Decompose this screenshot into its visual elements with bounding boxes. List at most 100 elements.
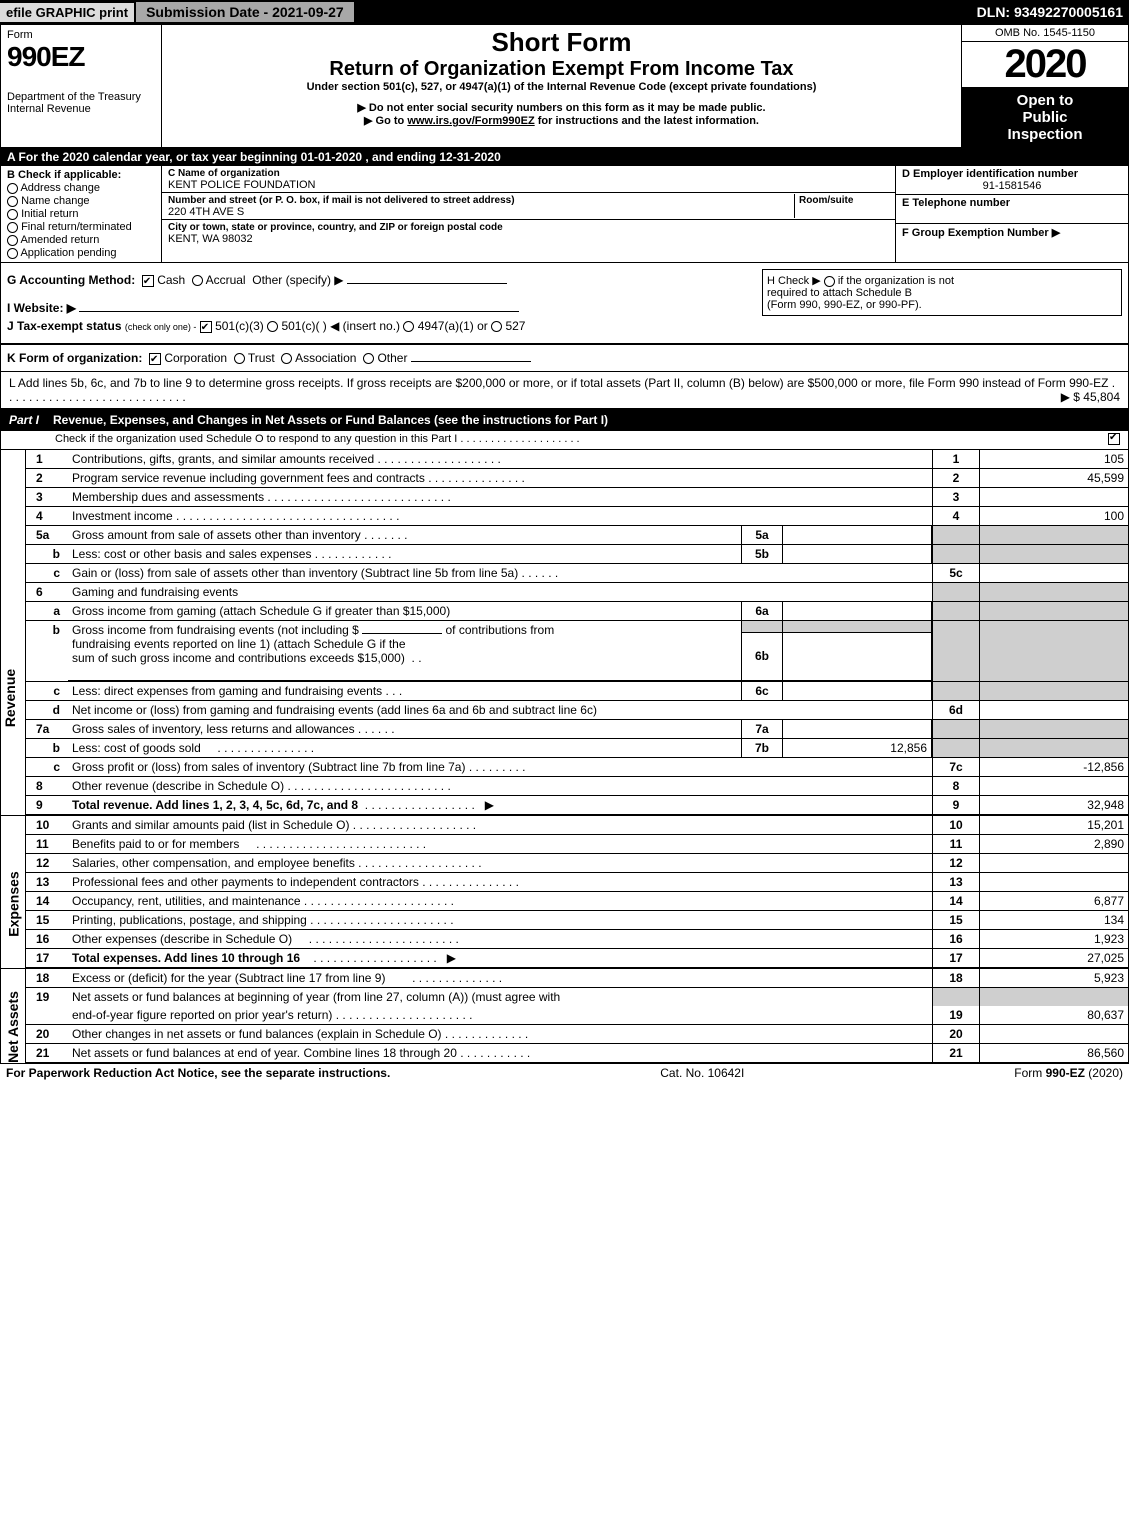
line21-value: 86,560: [980, 1044, 1129, 1063]
goto-link[interactable]: www.irs.gov/Form990EZ: [407, 115, 534, 127]
line18-rnum: 18: [933, 969, 980, 988]
line3-value: [980, 488, 1129, 507]
part-i-num: Part I: [9, 413, 53, 427]
line7a-desc: Gross sales of inventory, less returns a…: [72, 722, 355, 736]
501c3-label: 501(c)(3): [215, 319, 264, 333]
website-line[interactable]: [79, 311, 519, 312]
line8-value: [980, 777, 1129, 796]
line1-desc: Contributions, gifts, grants, and simila…: [72, 452, 374, 466]
section-d-label: D Employer identification number: [902, 168, 1078, 180]
section-h-check[interactable]: [824, 276, 835, 287]
line2-num: 2: [26, 469, 68, 488]
room-label: Room/suite: [799, 195, 853, 206]
line1-value: 105: [980, 450, 1129, 469]
line6d-desc: Net income or (loss) from gaming and fun…: [72, 703, 597, 717]
efile-label[interactable]: efile GRAPHIC print: [0, 3, 134, 22]
top-bar: efile GRAPHIC print Submission Date - 20…: [0, 0, 1129, 24]
line19-rnum: 19: [933, 1006, 980, 1025]
line17-desc: Total expenses. Add lines 10 through 16: [72, 951, 300, 965]
527-label: 527: [505, 319, 525, 333]
line12-rnum: 12: [933, 854, 980, 873]
line14-num: 14: [26, 892, 68, 911]
part-i-sub: Check if the organization used Schedule …: [55, 433, 457, 445]
line17-rnum: 17: [933, 949, 980, 968]
section-f-label: F Group Exemption Number ▶: [902, 227, 1060, 239]
line7c-desc: Gross profit or (loss) from sales of inv…: [72, 760, 465, 774]
final-return-check[interactable]: [7, 222, 18, 233]
line17-num: 17: [26, 949, 68, 968]
line2-value: 45,599: [980, 469, 1129, 488]
amended-return-check[interactable]: [7, 235, 18, 246]
line4-num: 4: [26, 507, 68, 526]
line4-desc: Investment income: [72, 509, 173, 523]
501c3-check[interactable]: [200, 321, 212, 333]
part-i-schedule-o-check[interactable]: [1108, 433, 1120, 445]
line5a-num: 5a: [26, 526, 68, 545]
line13-value: [980, 873, 1129, 892]
line6d-num: d: [26, 701, 68, 720]
line20-value: [980, 1025, 1129, 1044]
other-specify-line[interactable]: [347, 283, 507, 284]
address-change-check[interactable]: [7, 183, 18, 194]
section-h-post2: required to attach Schedule B: [767, 287, 912, 299]
name-change-label: Name change: [21, 195, 90, 207]
cash-check[interactable]: [142, 275, 154, 287]
street-label: Number and street (or P. O. box, if mail…: [168, 195, 515, 206]
name-change-check[interactable]: [7, 196, 18, 207]
line7b-desc: Less: cost of goods sold: [72, 741, 201, 755]
corp-check[interactable]: [149, 353, 161, 365]
initial-return-label: Initial return: [21, 208, 78, 220]
line18-value: 5,923: [980, 969, 1129, 988]
line7a-num: 7a: [26, 720, 68, 739]
application-pending-check[interactable]: [7, 248, 18, 259]
line20-num: 20: [26, 1025, 68, 1044]
line13-desc: Professional fees and other payments to …: [72, 875, 419, 889]
line9-value: 32,948: [980, 796, 1129, 815]
line10-rnum: 10: [933, 816, 980, 835]
line9-desc: Total revenue. Add lines 1, 2, 3, 4, 5c,…: [72, 798, 358, 812]
section-j-label: J Tax-exempt status: [7, 319, 122, 333]
line7c-num: c: [26, 758, 68, 777]
line14-rnum: 14: [933, 892, 980, 911]
initial-return-check[interactable]: [7, 209, 18, 220]
accrual-check[interactable]: [192, 275, 203, 286]
line17-value: 27,025: [980, 949, 1129, 968]
line6b-desc1: Gross income from fundraising events (no…: [72, 623, 359, 637]
501c-check[interactable]: [267, 321, 278, 332]
under-section: Under section 501(c), 527, or 4947(a)(1)…: [172, 81, 951, 93]
line5b-midnum: 5b: [742, 545, 783, 563]
trust-label: Trust: [248, 351, 275, 365]
line5b-desc: Less: cost or other basis and sales expe…: [72, 547, 311, 561]
line7a-midnum: 7a: [742, 720, 783, 738]
line7a-midval: [783, 720, 932, 738]
line4-value: 100: [980, 507, 1129, 526]
line18-num: 18: [26, 969, 68, 988]
goto-pre: ▶ Go to: [364, 115, 407, 127]
line21-rnum: 21: [933, 1044, 980, 1063]
section-j-sub: (check only one) -: [125, 322, 197, 332]
4947-check[interactable]: [403, 321, 414, 332]
line7c-value: -12,856: [980, 758, 1129, 777]
line6b-midnum: 6b: [742, 632, 783, 680]
other-org-label: Other: [377, 351, 407, 365]
line6b-amount-line[interactable]: [362, 633, 442, 634]
527-check[interactable]: [491, 321, 502, 332]
line15-rnum: 15: [933, 911, 980, 930]
line6b-num: b: [26, 621, 68, 682]
trust-check[interactable]: [234, 353, 245, 364]
line9-rnum: 9: [933, 796, 980, 815]
line21-num: 21: [26, 1044, 68, 1063]
amended-return-label: Amended return: [20, 234, 99, 246]
section-e-label: E Telephone number: [902, 197, 1010, 209]
footer-right-form: 990-EZ: [1046, 1066, 1085, 1080]
line10-value: 15,201: [980, 816, 1129, 835]
line1-num: 1: [26, 450, 68, 469]
assoc-check[interactable]: [281, 353, 292, 364]
line14-value: 6,877: [980, 892, 1129, 911]
line20-desc: Other changes in net assets or fund bala…: [72, 1027, 442, 1041]
other-org-line[interactable]: [411, 361, 531, 362]
other-org-check[interactable]: [363, 353, 374, 364]
section-l-amount: ▶ $ 45,804: [1061, 390, 1120, 404]
line5a-desc: Gross amount from sale of assets other t…: [72, 528, 361, 542]
line20-rnum: 20: [933, 1025, 980, 1044]
